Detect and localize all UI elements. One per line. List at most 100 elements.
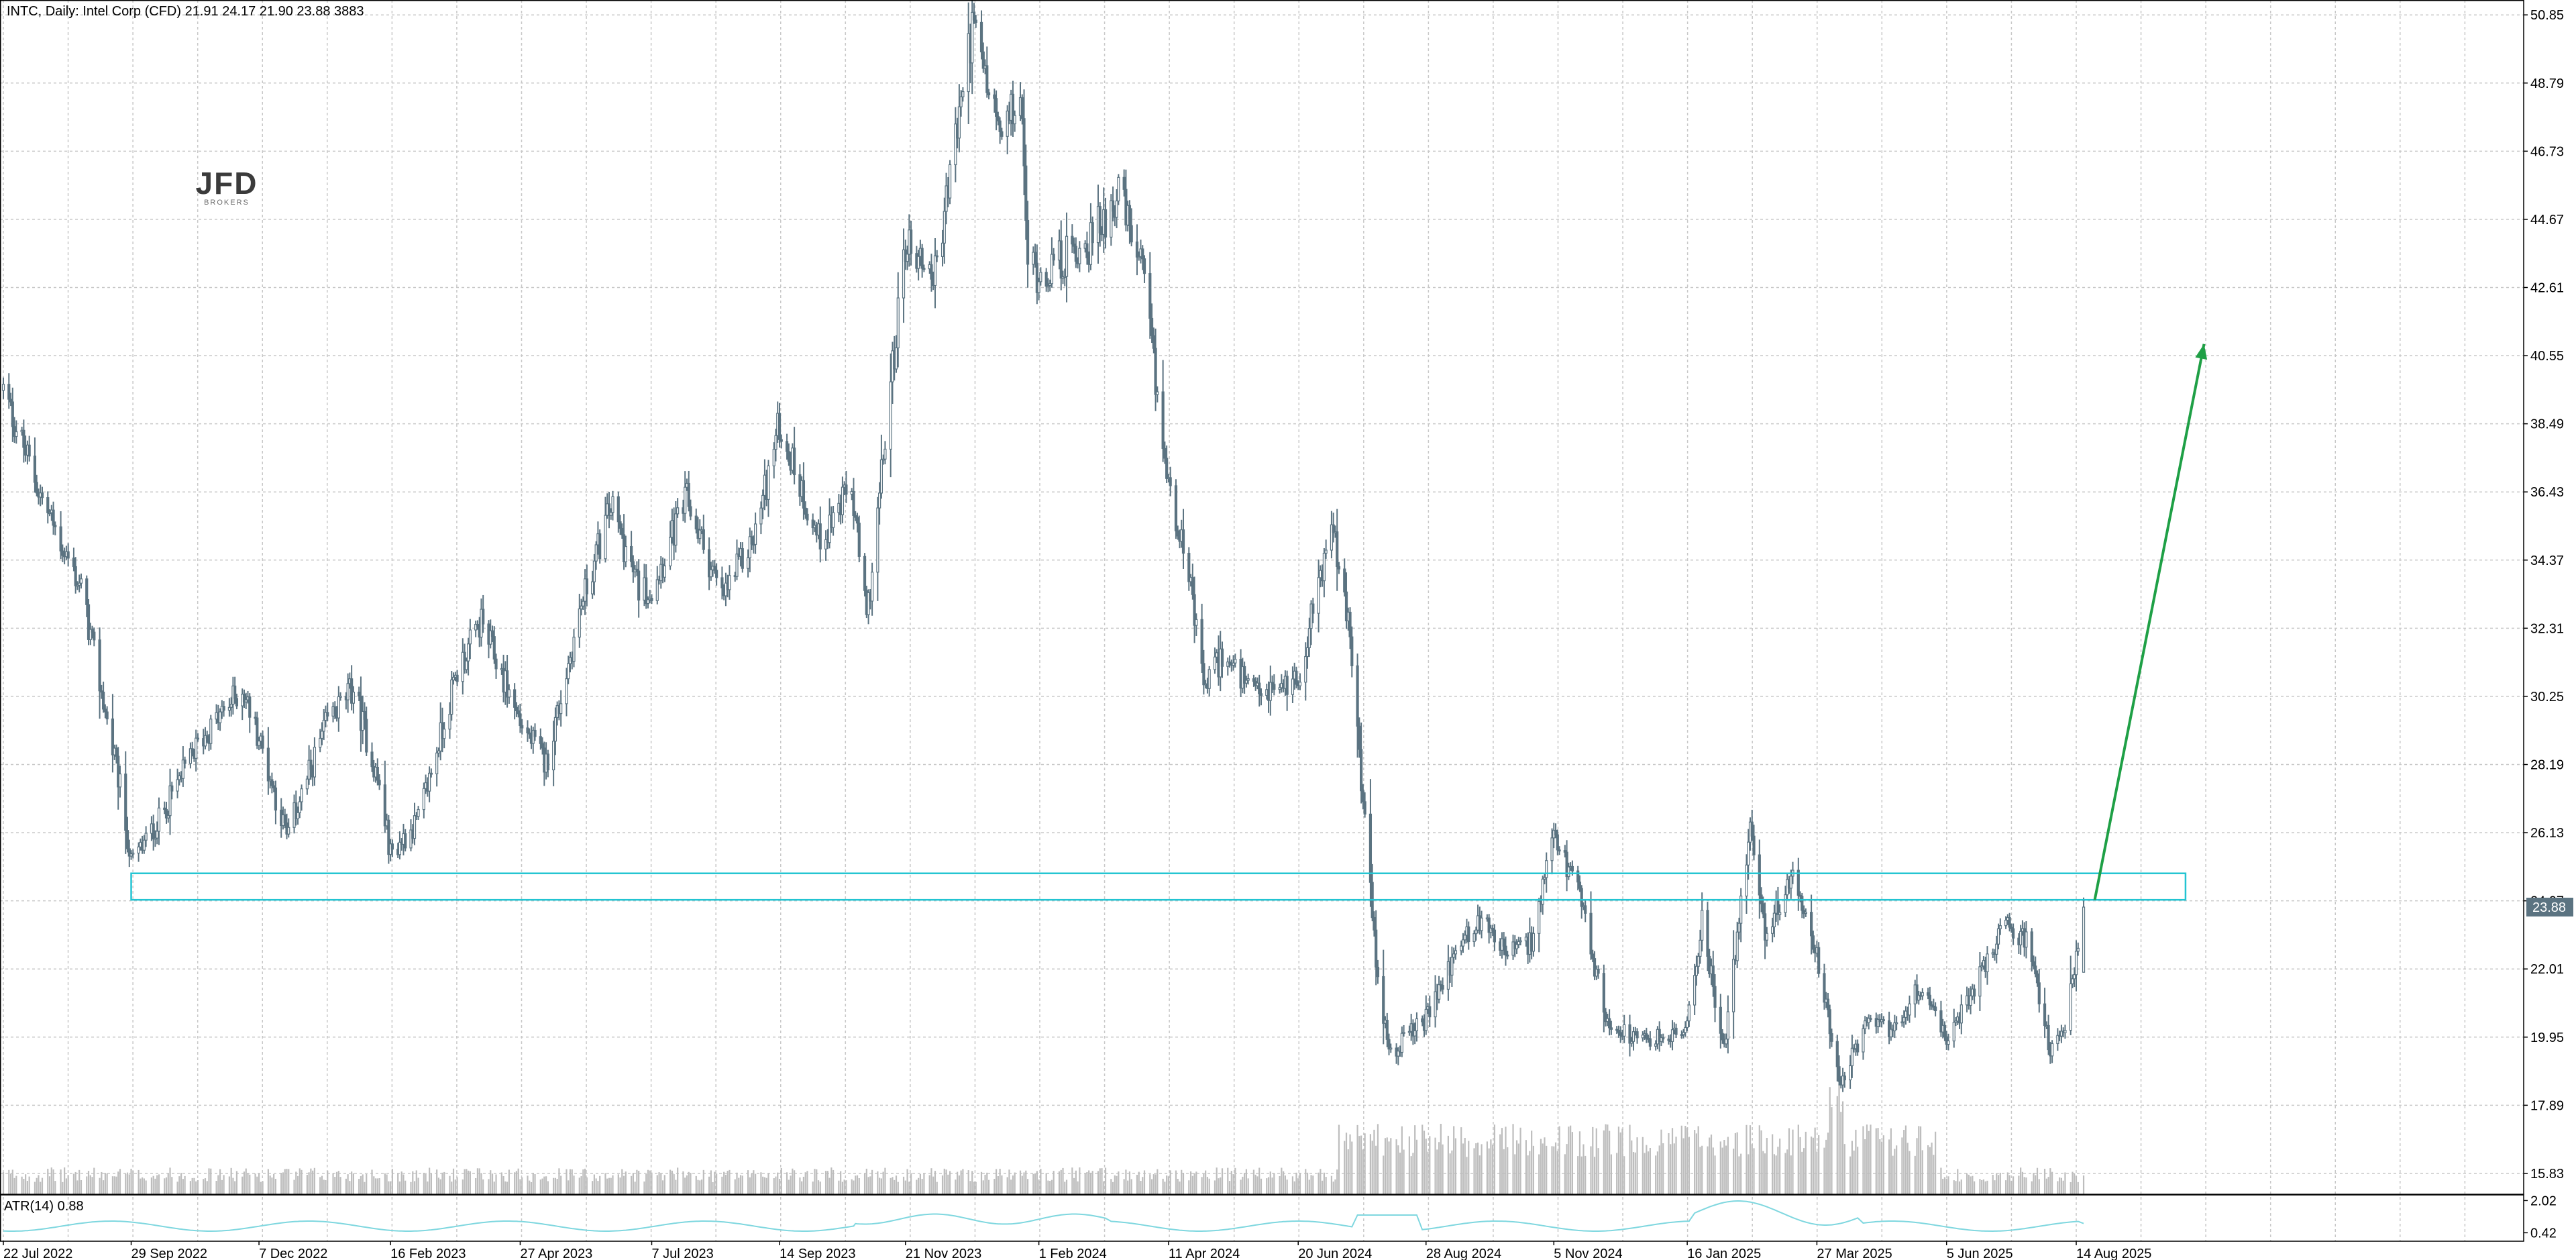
candle-body xyxy=(1141,248,1144,260)
candle-body xyxy=(35,482,38,494)
candle-body xyxy=(1772,912,1776,928)
candle-body xyxy=(993,94,996,99)
candle-body xyxy=(93,631,96,641)
candle-body xyxy=(1996,928,2000,945)
candle-body xyxy=(917,256,920,269)
candle-body xyxy=(1778,912,1782,915)
candle-body xyxy=(1887,1020,1891,1037)
time-axis-label: 7 Jul 2023 xyxy=(651,1247,713,1260)
candle-body xyxy=(1487,917,1491,933)
candle-body xyxy=(309,759,313,770)
candle-body xyxy=(261,735,264,749)
candle-body xyxy=(305,778,309,790)
candle-body xyxy=(1630,1041,1633,1044)
candle-body xyxy=(698,529,702,539)
candle-body xyxy=(972,11,976,21)
candle-body xyxy=(1554,829,1558,835)
volume-histogram xyxy=(2,1084,2085,1194)
candle-body xyxy=(832,512,835,528)
time-axis-label: 27 Apr 2023 xyxy=(520,1247,592,1260)
bullish-arrow-line[interactable] xyxy=(2093,344,2206,900)
candle-body xyxy=(1739,895,1743,924)
candle-body xyxy=(2012,928,2015,939)
candle-body xyxy=(85,578,89,605)
candle-body xyxy=(1413,1030,1417,1037)
candle-body xyxy=(624,545,627,562)
candle-body xyxy=(1917,994,1921,1001)
candle-body xyxy=(909,229,913,254)
candle-body xyxy=(1532,933,1536,952)
candle-body xyxy=(352,691,356,704)
candle-body xyxy=(598,533,602,560)
candle-body xyxy=(1305,647,1309,658)
candle-body xyxy=(1682,1032,1685,1035)
candle-body xyxy=(1604,1011,1607,1022)
candle-body xyxy=(2056,1035,2059,1045)
candle-body xyxy=(948,164,952,199)
candle-body xyxy=(2047,1025,2050,1051)
candle-body xyxy=(961,91,965,97)
candle-body xyxy=(1978,966,1982,997)
candle-body xyxy=(1921,992,1924,996)
candle-body xyxy=(1711,965,1715,987)
candle-body xyxy=(1960,1004,1963,1024)
candle-body xyxy=(168,785,172,817)
time-axis[interactable]: 22 Jul 2022 29 Sep 2022 7 Dec 2022 16 Feb 2… xyxy=(3,1241,2151,1260)
annotations[interactable] xyxy=(130,344,2208,901)
candle-body xyxy=(1952,1022,1955,1042)
candle-body xyxy=(1115,200,1118,218)
candle-body xyxy=(227,706,231,711)
candle-body xyxy=(754,523,757,545)
candle-body xyxy=(1344,591,1348,622)
candle-body xyxy=(1934,1006,1937,1012)
candle-body xyxy=(191,748,194,753)
candle-body xyxy=(1563,850,1566,853)
candle-body xyxy=(2043,1003,2047,1027)
price-axis-label: 38.49 xyxy=(2530,417,2564,432)
candle-body xyxy=(1387,1039,1391,1050)
candle-body xyxy=(235,698,239,706)
candle-body xyxy=(1869,1018,1872,1020)
logo-main: JFD xyxy=(196,166,258,201)
candle-body xyxy=(1244,680,1248,684)
candle-body xyxy=(1202,663,1205,686)
candle-body xyxy=(1,384,5,391)
candle-body xyxy=(1763,913,1767,941)
candle-body xyxy=(933,255,937,286)
candle-body xyxy=(1039,272,1042,282)
candle-body xyxy=(578,608,581,638)
candle-body xyxy=(515,706,519,711)
candle-body xyxy=(102,691,105,710)
candle-body xyxy=(694,515,698,530)
candle-body xyxy=(2076,947,2080,952)
candle-body xyxy=(48,512,52,515)
candle-body xyxy=(1726,1011,1729,1040)
price-axis-label: 36.43 xyxy=(2530,485,2564,500)
candle-body xyxy=(1954,1020,1957,1023)
candle-body xyxy=(539,736,542,744)
candle-body xyxy=(176,779,179,792)
candle-body xyxy=(413,815,417,839)
candle-body xyxy=(1796,870,1800,896)
candle-body xyxy=(1336,531,1339,567)
candle-body xyxy=(1752,835,1756,855)
candle-body xyxy=(707,549,711,578)
price-axis-label: 42.61 xyxy=(2530,280,2564,295)
candle-body xyxy=(1441,985,1444,990)
candle-body xyxy=(1750,821,1754,837)
candle-body xyxy=(320,731,324,739)
candle-body xyxy=(1662,1037,1665,1040)
candle-body xyxy=(1415,1018,1419,1032)
candle-body xyxy=(1181,529,1185,554)
price-axis-label: 22.01 xyxy=(2530,962,2564,977)
candle-body xyxy=(91,629,94,633)
candle-body xyxy=(1337,566,1341,570)
support-zone-rectangle[interactable] xyxy=(130,872,2187,901)
candle-body xyxy=(33,456,37,483)
candle-body xyxy=(604,515,607,560)
candle-body xyxy=(1400,1033,1403,1053)
candle-body xyxy=(229,704,233,708)
candle-body xyxy=(465,660,468,670)
